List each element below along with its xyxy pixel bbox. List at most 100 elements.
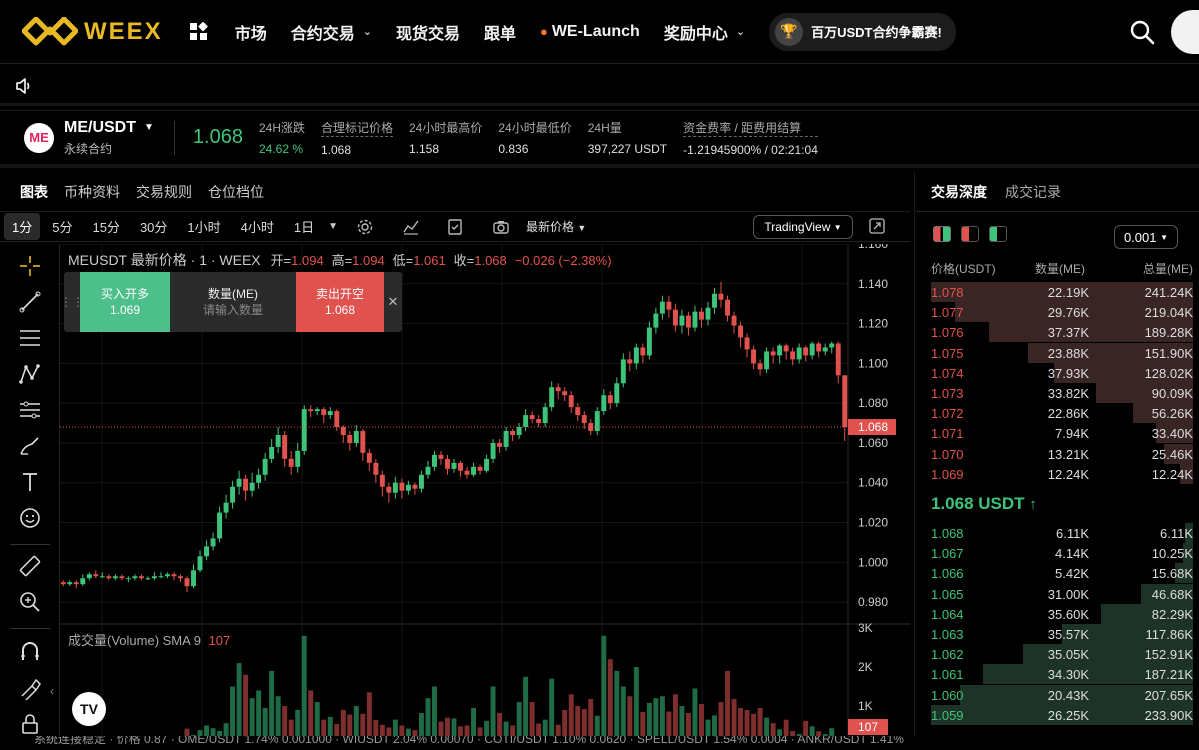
low-value: 1.061 xyxy=(413,253,446,268)
ask-row[interactable]: 1.075 23.88K 151.90K xyxy=(931,342,1193,363)
bid-row[interactable]: 1.067 4.14K 10.25K xyxy=(931,543,1193,564)
bid-row[interactable]: 1.059 26.25K 233.90K xyxy=(931,704,1193,725)
candle-body xyxy=(744,337,750,350)
nav-item-0[interactable]: 市场 xyxy=(235,20,267,44)
emoji-icon[interactable] xyxy=(18,506,42,530)
ticker-stat-5[interactable]: 资金费率 / 距费用结算 -1.21945900% / 02:21:04 xyxy=(683,119,818,157)
candle-body xyxy=(725,299,730,316)
bid-row[interactable]: 1.064 35.60K 82.29K xyxy=(931,603,1193,624)
orderbook-tab-1[interactable]: 成交记录 xyxy=(1005,183,1061,200)
apps-grid-icon[interactable] xyxy=(189,21,209,42)
templates-icon[interactable] xyxy=(446,218,464,236)
weex-logo[interactable]: WEEX xyxy=(22,16,163,47)
bid-row[interactable]: 1.068 6.11K 6.11K xyxy=(931,523,1193,543)
bid-row[interactable]: 1.060 20.43K 207.65K xyxy=(931,684,1193,705)
text-tool-icon[interactable] xyxy=(18,470,42,494)
price-type-select[interactable]: 最新价格 ▼ xyxy=(526,218,586,235)
nav-item-1[interactable]: 合约交易 ⌄ xyxy=(291,20,372,44)
candlestick-chart[interactable]: 1.160 1.140 1.120 1.100 1.080 1.060 1.040 1.020… xyxy=(60,237,910,745)
timeframe-0[interactable]: 1分 xyxy=(4,213,41,240)
ticker-stat-1[interactable]: 合理标记价格 1.068 xyxy=(320,119,393,157)
bid-row[interactable]: 1.066 5.42K 15.68K xyxy=(931,563,1193,584)
ask-row[interactable]: 1.074 37.93K 128.02K xyxy=(931,362,1193,383)
row-qty: 33.82K xyxy=(1047,386,1089,401)
camera-icon[interactable] xyxy=(492,218,510,236)
ruler-icon[interactable] xyxy=(18,554,42,578)
weex-logo-mark-icon xyxy=(22,16,78,45)
ask-row[interactable]: 1.077 29.76K 219.04K xyxy=(931,302,1193,323)
nav-item-2[interactable]: 现货交易 xyxy=(396,20,460,44)
ask-row[interactable]: 1.069 12.24K 12.24K xyxy=(931,463,1193,484)
nav-item-3[interactable]: 跟单 xyxy=(484,20,516,44)
zoom-in-icon[interactable] xyxy=(18,590,42,614)
crosshair-icon[interactable] xyxy=(18,254,42,278)
ask-row[interactable]: 1.072 22.86K 56.26K xyxy=(931,403,1193,424)
order-book: 交易深度 成交记录 0.001 ▼ 价格(USDT) 数量(ME) 总量(ME) … xyxy=(914,172,1199,745)
settings-gear-icon[interactable] xyxy=(356,218,374,236)
magnet-icon[interactable] xyxy=(18,640,42,664)
timeframe-2[interactable]: 15分 xyxy=(92,220,120,235)
volume-bar xyxy=(503,721,509,745)
chart-tab-0[interactable]: 图表 xyxy=(20,183,48,200)
close-icon[interactable]: ✕ xyxy=(387,294,399,309)
timeframe-3[interactable]: 30分 xyxy=(139,220,168,235)
nav-item-5[interactable]: 奖励中心 ⌄ xyxy=(664,20,745,44)
pattern-icon[interactable] xyxy=(18,362,42,386)
brush-icon[interactable] xyxy=(18,434,42,458)
chart-tab-1[interactable]: 币种资料 xyxy=(64,183,120,200)
quick-trade-widget: ⋮⋮ 买入开多 1.069 数量(ME) 请输入数量 卖出开空 1.068 ✕ xyxy=(60,272,402,332)
trend-line-icon[interactable] xyxy=(18,290,42,314)
tradingview-button[interactable]: TradingView ▼ xyxy=(753,215,853,239)
lock-icon[interactable] xyxy=(18,712,42,736)
timeframe-1[interactable]: 5分 xyxy=(52,220,73,235)
view-bids-icon[interactable] xyxy=(989,226,1007,242)
row-price: 1.075 xyxy=(931,345,964,361)
candle-body xyxy=(731,315,737,326)
chart-legend-title: MEUSDT 最新价格 · 1 · WEEX xyxy=(68,252,261,268)
bid-row[interactable]: 1.063 35.57K 117.86K xyxy=(931,624,1193,644)
depth-bar xyxy=(1174,563,1193,584)
bid-row[interactable]: 1.061 34.30K 187.21K xyxy=(931,664,1193,685)
indicators-icon[interactable] xyxy=(402,218,420,236)
row-qty: 7.94K xyxy=(1055,426,1089,442)
forecast-icon[interactable] xyxy=(18,398,42,422)
view-asks-icon[interactable] xyxy=(961,226,979,242)
precision-select[interactable]: 0.001 ▼ xyxy=(1114,225,1178,249)
ask-row[interactable]: 1.070 13.21K 25.46K xyxy=(931,443,1193,464)
fib-retracement-icon[interactable] xyxy=(18,326,42,350)
ask-row[interactable]: 1.071 7.94K 33.40K xyxy=(931,423,1193,444)
candle-body xyxy=(588,423,594,432)
user-menu-button[interactable] xyxy=(1171,10,1199,54)
volume-bar xyxy=(633,667,639,745)
volume-bar xyxy=(471,707,477,745)
sell-short-button[interactable]: 卖出开空 1.068 xyxy=(296,272,384,332)
fullscreen-icon[interactable] xyxy=(869,218,885,234)
symbol-selector[interactable]: ME/USDT ▼ 永续合约 xyxy=(64,119,154,157)
chart-tab-2[interactable]: 交易规则 xyxy=(136,183,192,200)
timeframe-4[interactable]: 1小时 xyxy=(187,220,221,235)
bid-row[interactable]: 1.062 35.05K 152.91K xyxy=(931,644,1193,665)
volume-bar xyxy=(738,707,744,745)
speaker-icon[interactable] xyxy=(15,77,33,95)
view-both-icon[interactable] xyxy=(933,226,951,242)
ask-row[interactable]: 1.078 22.19K 241.24K xyxy=(931,282,1193,302)
promo-banner[interactable]: 🏆 百万USDT合约争霸赛! xyxy=(769,12,956,51)
timeframe-6[interactable]: 1日 xyxy=(293,220,315,235)
depth-bar xyxy=(1164,443,1193,464)
bid-row[interactable]: 1.065 31.00K 46.68K xyxy=(931,583,1193,604)
quantity-input[interactable]: 数量(ME) 请输入数量 xyxy=(170,272,296,332)
orderbook-tab-0[interactable]: 交易深度 xyxy=(931,183,987,200)
ask-row[interactable]: 1.073 33.82K 90.09K xyxy=(931,383,1193,403)
search-icon[interactable] xyxy=(1128,18,1156,46)
chart-tab-3[interactable]: 仓位档位 xyxy=(208,183,264,200)
buy-long-button[interactable]: 买入开多 1.069 xyxy=(80,272,170,332)
collapse-tools-icon[interactable]: ‹ xyxy=(50,684,54,698)
timeframe-5[interactable]: 4小时 xyxy=(240,220,274,235)
nav-item-4[interactable]: ● WE-Launch xyxy=(540,23,640,41)
tradingview-logo-icon[interactable]: TV xyxy=(72,692,106,726)
lock-drawing-icon[interactable] xyxy=(18,676,42,700)
drag-handle-icon[interactable]: ⋮⋮ xyxy=(60,295,84,309)
ask-row[interactable]: 1.076 37.37K 189.28K xyxy=(931,322,1193,343)
candle-body xyxy=(620,359,626,384)
timeframe-more-icon[interactable]: ▼ xyxy=(328,221,339,232)
